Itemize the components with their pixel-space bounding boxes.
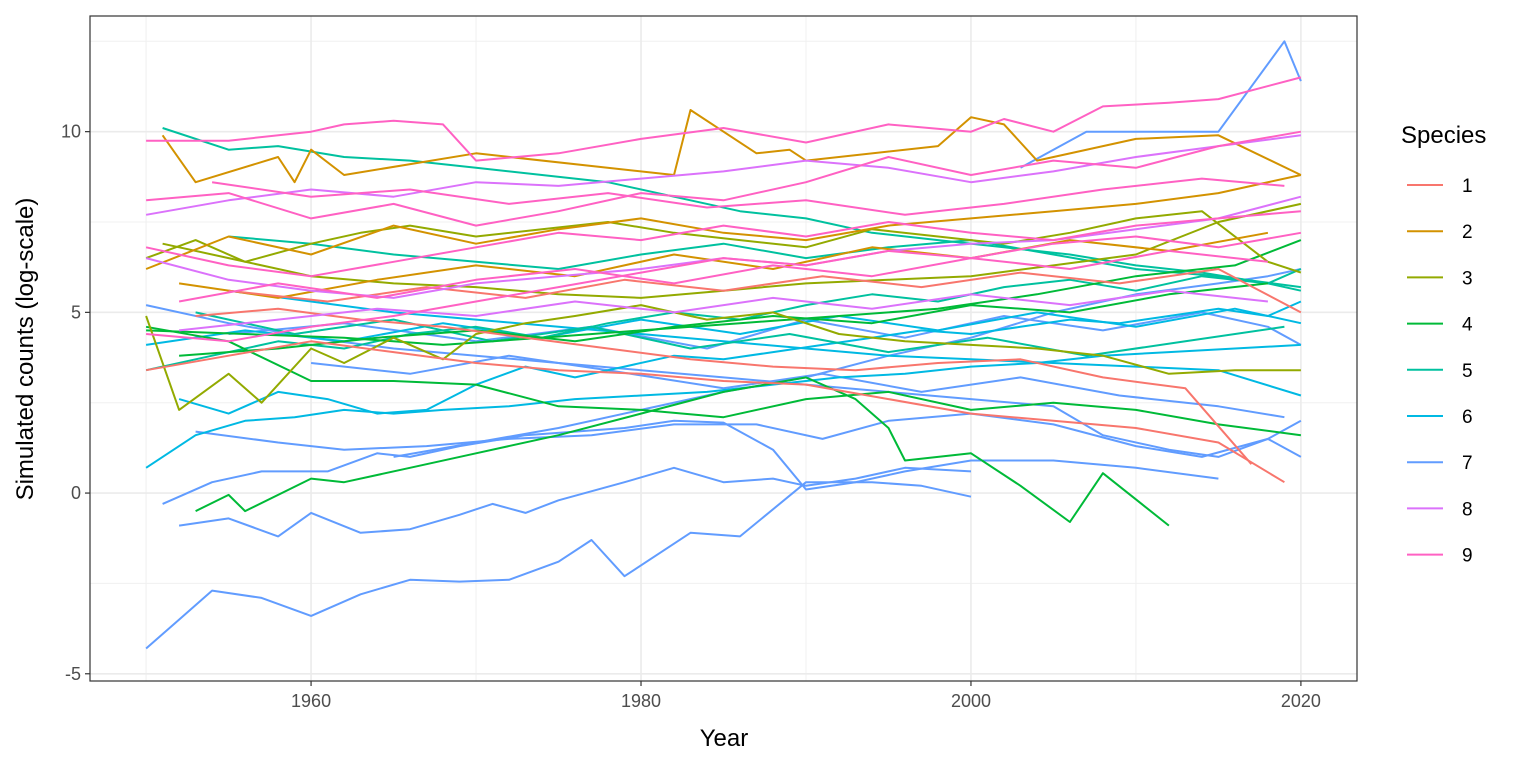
series-line-species-2	[161, 109, 1302, 184]
x-tick-label: 2000	[951, 691, 991, 711]
series-layer	[145, 40, 1302, 650]
legend: Species 1 2 3 4 5 6 7 8 9	[1401, 122, 1486, 567]
legend-label-species-4: 4	[1462, 315, 1473, 336]
series-line-species-1	[195, 307, 1253, 465]
series-line-species-7	[310, 354, 1285, 419]
series-line-species-1	[145, 340, 1285, 484]
series-line-species-4	[195, 376, 1170, 527]
series-line-species-4	[179, 282, 1269, 357]
series-line-species-7	[195, 412, 1302, 458]
series-line-species-3	[145, 210, 1302, 274]
series-line-species-9	[146, 76, 1302, 162]
x-tick-label: 1980	[621, 691, 661, 711]
series-line-species-8	[178, 289, 1269, 332]
series-line-species-1	[228, 268, 1302, 314]
series-line-species-6	[178, 300, 1302, 415]
y-tick-label: 10	[61, 122, 81, 142]
y-axis-title: Simulated counts (log-scale)	[12, 198, 39, 501]
series-line-species-9	[145, 210, 1301, 278]
y-tick-label: 5	[71, 302, 81, 322]
legend-label-species-6: 6	[1462, 407, 1473, 428]
series-line-species-2	[145, 174, 1302, 270]
legend-label-species-9: 9	[1462, 546, 1473, 567]
series-line-species-9	[146, 130, 1302, 227]
legend-label-species-5: 5	[1462, 361, 1473, 382]
y-tick-label: -5	[65, 664, 81, 684]
legend-label-species-3: 3	[1462, 268, 1473, 289]
legend-label-species-2: 2	[1462, 222, 1473, 243]
y-tick-label: 0	[71, 483, 81, 503]
series-line-species-4	[145, 325, 1302, 437]
x-tick-label: 2020	[1281, 691, 1321, 711]
panel-border	[89, 15, 1358, 682]
legend-label-species-7: 7	[1462, 453, 1473, 474]
grid-minor	[90, 16, 1357, 681]
panel-background	[90, 16, 1357, 681]
legend-items: 1 2 3 4 5 6 7 8 9	[1407, 176, 1473, 567]
x-tick-label: 1960	[291, 691, 331, 711]
x-axis: 1960 1980 2000 2020	[291, 681, 1321, 711]
series-line-species-5	[162, 127, 1302, 292]
series-line-species-6	[145, 343, 1301, 469]
series-line-species-5	[228, 235, 1302, 289]
series-line-species-3	[145, 304, 1301, 411]
legend-label-species-1: 1	[1462, 176, 1473, 197]
series-line-species-7	[228, 311, 1302, 350]
series-line-species-9	[146, 231, 1302, 343]
series-line-species-9	[211, 177, 1285, 216]
series-line-species-7	[145, 481, 972, 650]
plot-panel	[89, 15, 1358, 682]
series-line-species-2	[178, 231, 1269, 299]
series-line-species-9	[178, 249, 1269, 303]
x-axis-title: Year	[700, 725, 749, 752]
series-line-species-4	[146, 239, 1302, 346]
legend-title: Species	[1401, 122, 1486, 149]
series-line-species-7	[178, 466, 972, 538]
series-line-species-7	[162, 419, 1219, 505]
y-axis: -5 0 5 10	[61, 122, 90, 684]
series-line-species-7	[1020, 40, 1302, 169]
legend-label-species-8: 8	[1462, 499, 1473, 520]
series-line-species-8	[145, 134, 1302, 216]
